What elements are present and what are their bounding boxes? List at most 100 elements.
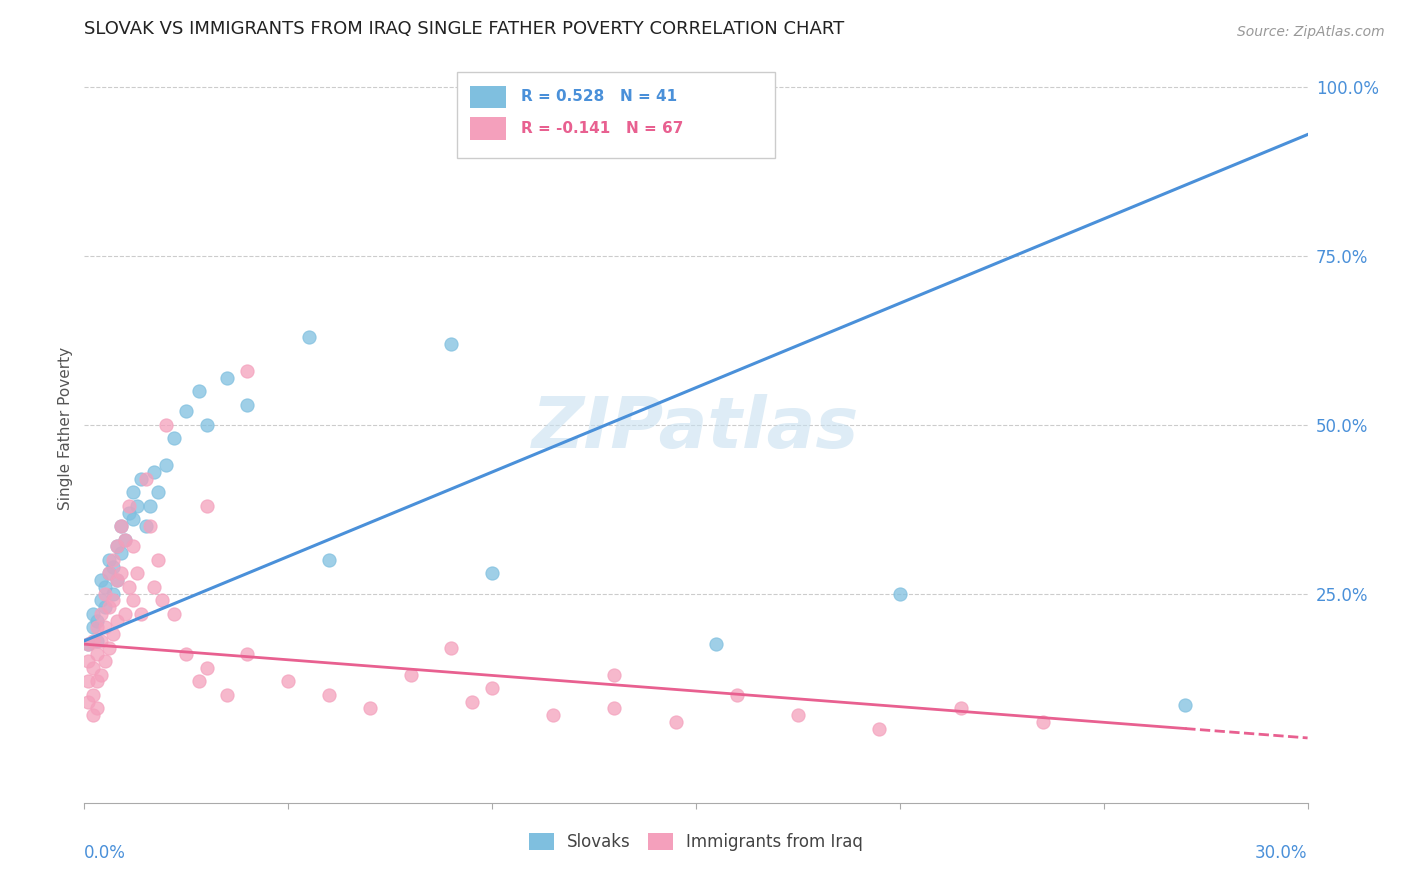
Point — [603, 701, 626, 715]
Point — [90, 607, 112, 621]
Point — [603, 667, 626, 681]
Point — [131, 607, 153, 621]
Point — [105, 573, 128, 587]
FancyBboxPatch shape — [457, 72, 776, 159]
Point — [93, 586, 115, 600]
Point — [131, 472, 153, 486]
Point — [725, 688, 748, 702]
Point — [146, 553, 169, 567]
Point — [155, 417, 177, 432]
Point — [1174, 698, 1197, 712]
Point — [90, 667, 112, 681]
Point — [174, 404, 197, 418]
Point — [101, 627, 124, 641]
Point — [236, 364, 259, 378]
Point — [236, 648, 259, 662]
Point — [787, 708, 810, 723]
Point — [440, 640, 463, 655]
Point — [77, 637, 100, 651]
Point — [93, 654, 115, 668]
Point — [869, 722, 891, 736]
Point — [101, 586, 124, 600]
Point — [138, 499, 160, 513]
Point — [127, 566, 149, 581]
Point — [146, 485, 169, 500]
Point — [298, 330, 321, 344]
Point — [101, 593, 124, 607]
Point — [93, 620, 115, 634]
FancyBboxPatch shape — [470, 117, 506, 140]
Point — [1032, 714, 1054, 729]
Point — [187, 384, 209, 398]
Point — [86, 633, 108, 648]
Point — [359, 701, 381, 715]
Point — [82, 633, 104, 648]
Point — [90, 593, 112, 607]
Point — [97, 600, 120, 615]
Point — [155, 458, 177, 473]
Point — [118, 499, 141, 513]
Point — [163, 607, 186, 621]
Point — [122, 485, 145, 500]
Point — [86, 674, 108, 689]
Point — [77, 694, 100, 708]
Point — [101, 559, 124, 574]
Point — [142, 580, 165, 594]
Point — [187, 674, 209, 689]
Point — [318, 688, 340, 702]
Point — [97, 566, 120, 581]
Point — [97, 640, 120, 655]
Text: 30.0%: 30.0% — [1256, 844, 1308, 862]
Y-axis label: Single Father Poverty: Single Father Poverty — [58, 347, 73, 509]
Point — [82, 607, 104, 621]
Point — [118, 580, 141, 594]
Point — [105, 539, 128, 553]
Point — [105, 614, 128, 628]
Point — [481, 681, 503, 695]
Point — [195, 499, 218, 513]
Point — [163, 431, 186, 445]
Point — [86, 614, 108, 628]
Point — [101, 553, 124, 567]
Point — [706, 637, 728, 651]
Point — [665, 714, 688, 729]
Text: Source: ZipAtlas.com: Source: ZipAtlas.com — [1237, 25, 1385, 39]
Point — [127, 499, 149, 513]
Point — [86, 648, 108, 662]
Point — [77, 654, 100, 668]
Point — [138, 519, 160, 533]
Point — [135, 472, 157, 486]
Text: ZIPatlas: ZIPatlas — [533, 393, 859, 463]
Point — [122, 593, 145, 607]
Text: R = 0.528   N = 41: R = 0.528 N = 41 — [522, 89, 678, 104]
Point — [90, 633, 112, 648]
Point — [93, 600, 115, 615]
Point — [236, 398, 259, 412]
Point — [481, 566, 503, 581]
Text: 0.0%: 0.0% — [84, 844, 127, 862]
Point — [142, 465, 165, 479]
Point — [114, 607, 136, 621]
Point — [277, 674, 299, 689]
Point — [889, 586, 911, 600]
Point — [114, 533, 136, 547]
FancyBboxPatch shape — [470, 86, 506, 108]
Point — [217, 688, 239, 702]
Point — [195, 661, 218, 675]
Point — [110, 546, 132, 560]
Point — [86, 701, 108, 715]
Point — [90, 573, 112, 587]
Point — [82, 708, 104, 723]
Point — [82, 620, 104, 634]
Point — [114, 533, 136, 547]
Point — [97, 553, 120, 567]
Point — [82, 688, 104, 702]
Point — [122, 512, 145, 526]
Text: R = -0.141   N = 67: R = -0.141 N = 67 — [522, 121, 683, 136]
Point — [93, 580, 115, 594]
Point — [82, 661, 104, 675]
Point — [77, 637, 100, 651]
Point — [118, 506, 141, 520]
Point — [217, 370, 239, 384]
Point — [135, 519, 157, 533]
